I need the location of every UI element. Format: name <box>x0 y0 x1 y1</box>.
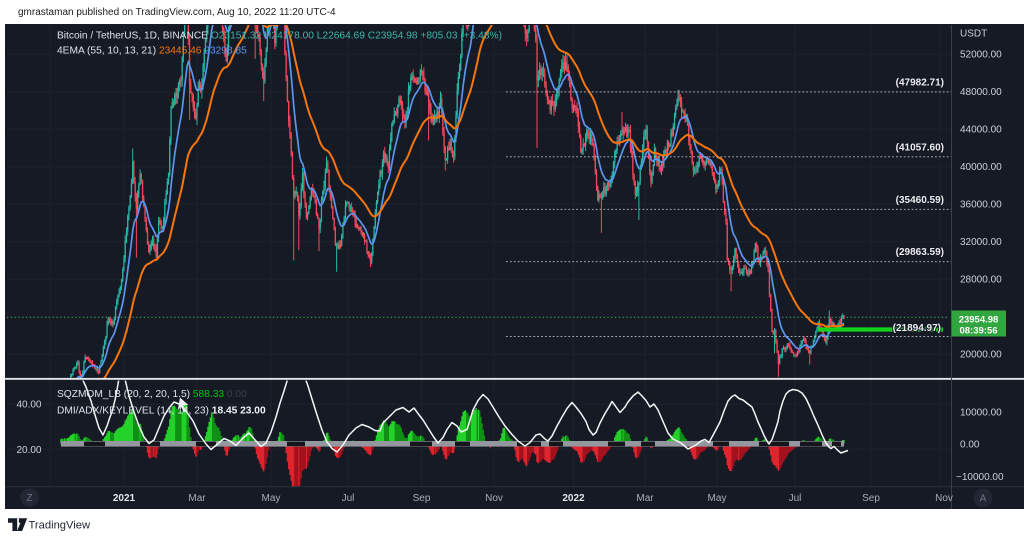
svg-text:10000.00: 10000.00 <box>960 408 1002 419</box>
svg-text:(21894.97): (21894.97) <box>893 323 941 334</box>
svg-text:28000.00: 28000.00 <box>960 275 1002 286</box>
svg-text:Mar: Mar <box>636 493 654 504</box>
svg-text:20000.00: 20000.00 <box>960 350 1002 361</box>
svg-text:Jul: Jul <box>789 493 802 504</box>
svg-text:(29863.59): (29863.59) <box>896 247 944 258</box>
svg-text:4EMA (55, 10, 13, 21) 23445.46: 4EMA (55, 10, 13, 21) 23445.46 23298.85 <box>57 46 247 57</box>
svg-text:A: A <box>980 494 987 505</box>
svg-text:20.00: 20.00 <box>16 445 41 456</box>
svg-text:08:39:56: 08:39:56 <box>959 326 997 337</box>
svg-text:May: May <box>262 493 281 504</box>
svg-text:40000.00: 40000.00 <box>960 162 1002 173</box>
svg-text:(35460.59): (35460.59) <box>896 195 944 206</box>
svg-text:23954.98: 23954.98 <box>959 315 999 326</box>
svg-text:USDT: USDT <box>960 29 987 40</box>
svg-text:Z: Z <box>26 493 32 504</box>
svg-text:May: May <box>708 493 727 504</box>
svg-text:0.00: 0.00 <box>960 440 980 451</box>
svg-text:Sep: Sep <box>413 493 431 504</box>
svg-text:SQZMOM_LB (20, 2, 20, 1.5) 588: SQZMOM_LB (20, 2, 20, 1.5) 588.33 0.00 <box>57 389 247 400</box>
svg-text:2021: 2021 <box>113 493 136 504</box>
svg-text:Sep: Sep <box>862 493 880 504</box>
svg-text:Mar: Mar <box>188 493 206 504</box>
svg-text:DMI/ADX/KEYLEVEL (14, 14, 23): DMI/ADX/KEYLEVEL (14, 14, 23) 18.45 23.0… <box>57 406 266 417</box>
svg-text:44000.00: 44000.00 <box>960 125 1002 136</box>
svg-text:−10000.00: −10000.00 <box>956 472 1004 483</box>
svg-text:TradingView: TradingView <box>29 520 91 532</box>
svg-text:48000.00: 48000.00 <box>960 87 1002 98</box>
svg-text:52000.00: 52000.00 <box>960 50 1002 61</box>
svg-text:Bitcoin / TetherUS, 1D, BINANC: Bitcoin / TetherUS, 1D, BINANCE O23151.3… <box>57 31 502 42</box>
svg-text:36000.00: 36000.00 <box>960 200 1002 211</box>
svg-text:2022: 2022 <box>562 493 585 504</box>
svg-text:Jul: Jul <box>342 493 355 504</box>
svg-text:(41057.60): (41057.60) <box>896 142 944 153</box>
svg-text:Nov: Nov <box>935 493 953 504</box>
svg-text:32000.00: 32000.00 <box>960 237 1002 248</box>
svg-text:(47982.71): (47982.71) <box>896 77 944 88</box>
svg-text:Nov: Nov <box>485 493 503 504</box>
svg-text:40.00: 40.00 <box>16 400 41 411</box>
svg-text:gmrastaman published on Tradin: gmrastaman published on TradingView.com,… <box>18 7 336 18</box>
